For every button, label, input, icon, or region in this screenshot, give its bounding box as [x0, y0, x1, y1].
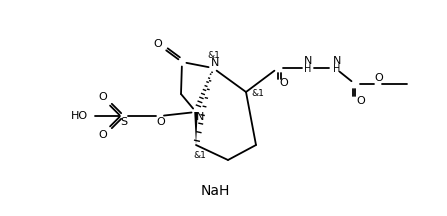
- Text: NaH: NaH: [200, 184, 230, 198]
- Text: O: O: [357, 96, 365, 106]
- Text: O: O: [99, 92, 107, 102]
- Text: H: H: [304, 64, 312, 74]
- Text: O: O: [280, 78, 288, 88]
- Text: N: N: [304, 56, 312, 66]
- Text: N: N: [196, 112, 204, 122]
- Text: &1: &1: [252, 89, 265, 98]
- Text: O: O: [156, 117, 165, 127]
- Text: S: S: [120, 117, 127, 127]
- Text: &1: &1: [194, 151, 207, 160]
- Text: O: O: [154, 39, 162, 49]
- Text: N: N: [211, 58, 219, 68]
- Polygon shape: [194, 112, 198, 145]
- Text: O: O: [99, 130, 107, 140]
- Text: &1: &1: [207, 51, 220, 60]
- Text: N: N: [333, 56, 341, 66]
- Text: HO: HO: [71, 111, 88, 121]
- Text: O: O: [375, 73, 384, 83]
- Text: H: H: [333, 64, 341, 74]
